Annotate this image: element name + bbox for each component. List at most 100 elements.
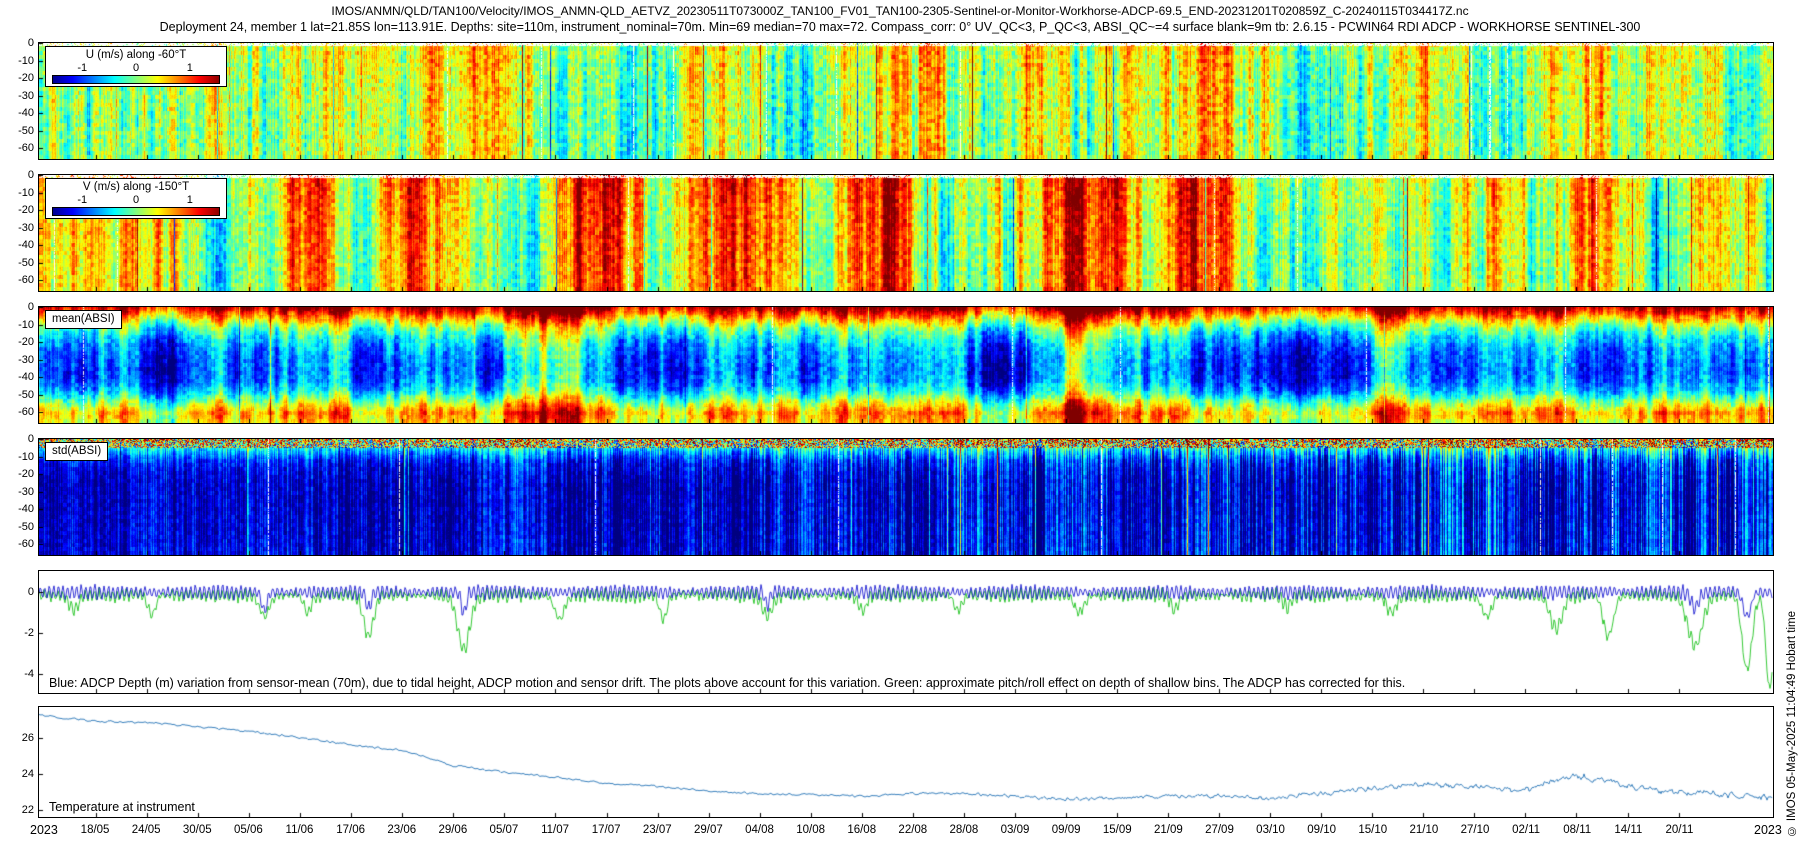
y-tick-label: -30: [18, 89, 34, 102]
y-tick-label: -30: [18, 485, 34, 498]
colorbar-tick: -1: [77, 194, 88, 207]
imos-copyright-watermark: © IMOS 05-May-2025 11:04:49 Hobart time: [1786, 610, 1798, 836]
u-colorbar-legend: U (m/s) along -60°T -1 0 1: [45, 46, 227, 88]
mean-absi-legend-title: mean(ABSI): [52, 313, 115, 325]
y-tick-label: -20: [18, 204, 34, 217]
y-tick-label: 24: [21, 767, 34, 780]
x-tick-label: 09/10: [1307, 824, 1337, 836]
x-tick-label: 10/08: [796, 824, 825, 836]
x-tick-label: 21/10: [1409, 824, 1439, 836]
panel-std-absi: std(ABSI): [38, 438, 1774, 556]
y-tick-label: 22: [21, 803, 34, 816]
x-tick-label: 05/06: [234, 824, 263, 836]
x-tick-label: 08/11: [1563, 824, 1592, 836]
x-tick-label: 23/07: [642, 824, 672, 836]
x-axis-year-end: 2023: [1754, 823, 1782, 837]
y-tick-label: -10: [18, 450, 34, 463]
y-tick-label: -30: [18, 353, 34, 366]
y-tick-label: -60: [18, 538, 34, 551]
x-tick-label: 17/06: [336, 824, 365, 836]
y-tick-label: 26: [21, 731, 34, 744]
y-tick-label: -2: [24, 627, 34, 640]
colorbar-tick: -1: [77, 62, 88, 75]
x-tick-label: 03/10: [1256, 824, 1285, 836]
panel-depth-variation: Blue: ADCP Depth (m) variation from sens…: [38, 570, 1774, 694]
y-tick-label: -20: [18, 468, 34, 481]
jet-colorbar: [52, 75, 220, 85]
x-tick-label: 05/07: [489, 824, 519, 836]
y-tick-label: -60: [18, 274, 34, 287]
u-velocity-heatmap-canvas: [39, 43, 1773, 159]
y-tick-label: -20: [18, 336, 34, 349]
figure-title: IMOS/ANMN/QLD/TAN100/Velocity/IMOS_ANMN-…: [331, 4, 1469, 18]
depth-variation-note: Blue: ADCP Depth (m) variation from sens…: [49, 676, 1406, 690]
y-tick-label: -50: [18, 256, 34, 269]
colorbar-tick: 1: [186, 194, 193, 207]
x-tick-label: 16/08: [847, 824, 877, 836]
panel-u-velocity: U (m/s) along -60°T -1 0 1: [38, 42, 1774, 160]
v-colorbar-ticks: -1 0 1: [52, 194, 220, 207]
y-tick-label: -50: [18, 388, 34, 401]
v-colorbar-legend: V (m/s) along -150°T -1 0 1: [45, 178, 227, 220]
y-tick-label: 0: [27, 433, 34, 445]
x-tick-label: 11/07: [541, 824, 570, 836]
x-tick-label: 02/11: [1512, 824, 1541, 836]
y-tick-label: 0: [27, 37, 34, 49]
panel-mean-absi: mean(ABSI): [38, 306, 1774, 424]
x-tick-label: 20/11: [1665, 824, 1694, 836]
x-tick-label: 29/06: [438, 824, 468, 836]
jet-colorbar: [52, 207, 220, 217]
y-tick-label: -50: [18, 520, 34, 533]
y-tick-label: -10: [18, 54, 34, 67]
x-tick-label: 23/06: [387, 824, 417, 836]
x-tick-label: 18/05: [80, 824, 110, 836]
x-tick-label: 28/08: [949, 824, 979, 836]
y-tick-label: 0: [27, 301, 34, 313]
y-tick-label: -60: [18, 406, 34, 419]
y-tick-label: 0: [27, 585, 34, 598]
y-tick-label: -10: [18, 186, 34, 199]
x-tick-label: 15/09: [1102, 824, 1132, 836]
y-tick-label: -30: [18, 221, 34, 234]
x-tick-label: 09/09: [1051, 824, 1081, 836]
panel-v-velocity: V (m/s) along -150°T -1 0 1: [38, 174, 1774, 292]
panel-temperature: Temperature at instrument: [38, 706, 1774, 818]
depth-variation-line-canvas: [39, 571, 1773, 693]
x-tick-label: 24/05: [131, 824, 161, 836]
x-axis-year-start: 2023: [30, 823, 58, 837]
std-absi-legend: std(ABSI): [45, 442, 109, 462]
y-tick-label: -20: [18, 72, 34, 85]
x-tick-label: 17/07: [591, 824, 621, 836]
y-tick-label: 0: [27, 169, 34, 181]
y-tick-label: -60: [18, 142, 34, 155]
x-tick-label: 22/08: [898, 824, 928, 836]
figure-subtitle: Deployment 24, member 1 lat=21.85S lon=1…: [159, 20, 1641, 34]
y-tick-label: -50: [18, 124, 34, 137]
x-tick-label: 14/11: [1614, 824, 1643, 836]
std-absi-legend-title: std(ABSI): [52, 445, 102, 457]
colorbar-tick: 1: [186, 62, 193, 75]
temperature-line-canvas: [39, 707, 1773, 817]
y-tick-label: -40: [18, 239, 34, 252]
x-tick-label: 21/09: [1153, 824, 1183, 836]
y-tick-label: -40: [18, 107, 34, 120]
x-tick-label: 29/07: [693, 824, 723, 836]
x-tick-label: 15/10: [1358, 824, 1388, 836]
x-tick-label: 11/06: [285, 824, 314, 836]
y-tick-label: -40: [18, 503, 34, 516]
mean-absi-heatmap-canvas: [39, 307, 1773, 423]
x-tick-label: 27/09: [1205, 824, 1234, 836]
v-velocity-heatmap-canvas: [39, 175, 1773, 291]
y-tick-label: -4: [24, 668, 34, 681]
x-axis-labels: 2023 2023 18/05 24/05 30/05 05/06 11/06 17/06…: [0, 822, 1800, 840]
u-legend-title: U (m/s) along -60°T: [85, 49, 187, 61]
temperature-label: Temperature at instrument: [49, 800, 195, 814]
std-absi-heatmap-canvas: [39, 439, 1773, 555]
mean-absi-legend: mean(ABSI): [45, 310, 122, 330]
u-colorbar-ticks: -1 0 1: [52, 62, 220, 75]
x-tick-label: 04/08: [745, 824, 774, 836]
x-tick-label: 27/10: [1460, 824, 1490, 836]
y-tick-label: -40: [18, 371, 34, 384]
colorbar-tick: 0: [132, 194, 140, 207]
